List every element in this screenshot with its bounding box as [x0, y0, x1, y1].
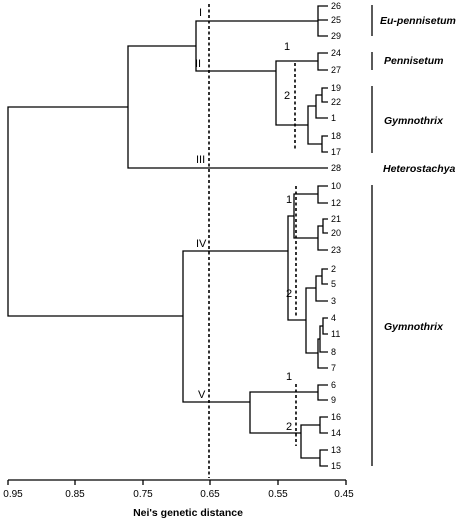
leaf-label: 12 [331, 198, 341, 208]
x-axis: 0.95 0.85 0.75 0.65 0.55 0.45 Nei's gene… [3, 479, 354, 519]
leaf-label: 28 [331, 163, 341, 173]
leaf-label: 11 [331, 329, 340, 339]
leaf-label: 9 [331, 395, 336, 405]
leaf-label: 21 [331, 214, 341, 224]
x-tick-label: 0.85 [65, 489, 85, 500]
leaf-label: 25 [331, 15, 341, 25]
cluster-label-V: V [198, 389, 206, 401]
subcluster-label-V-2: 2 [286, 421, 292, 433]
group-name-eu-pennisetum: Eu-pennisetum [380, 15, 456, 27]
leaf-label: 5 [331, 279, 336, 289]
group-name-gymnothrix-2: Gymnothrix [384, 321, 444, 333]
leaf-label: 29 [331, 31, 341, 41]
group-names: Eu-pennisetum Pennisetum Gymnothrix Hete… [380, 15, 456, 333]
cluster-labels: I II III IV V 1 2 1 2 1 2 [195, 7, 292, 433]
leaf-label: 18 [331, 131, 341, 141]
leaf-label: 7 [331, 363, 336, 373]
cluster-label-III: III [196, 154, 205, 166]
leaf-label: 15 [331, 461, 341, 471]
group-name-pennisetum: Pennisetum [384, 55, 444, 67]
leaf-label: 14 [331, 428, 341, 438]
leaf-label: 1 [331, 113, 336, 123]
x-tick-label: 0.45 [334, 489, 354, 500]
subcluster-label-II-1: 1 [284, 41, 290, 53]
subcluster-label-V-1: 1 [286, 371, 292, 383]
x-tick-label: 0.55 [268, 489, 288, 500]
subcluster-label-IV-2: 2 [286, 288, 292, 300]
leaf-label: 20 [331, 228, 341, 238]
leaf-label: 8 [331, 347, 336, 357]
leaf-label: 4 [331, 313, 336, 323]
cluster-label-I: I [199, 7, 202, 19]
cluster-label-IV: IV [196, 238, 207, 250]
leaf-label: 3 [331, 296, 336, 306]
x-tick-label: 0.95 [3, 489, 23, 500]
tree-branches [7, 5, 328, 467]
group-name-heterostachya: Heterostachya [383, 163, 456, 175]
leaf-label: 26 [331, 1, 341, 11]
leaf-label: 2 [331, 264, 336, 274]
cluster-label-II: II [195, 58, 201, 70]
leaf-label: 24 [331, 48, 341, 58]
x-tick-label: 0.65 [200, 489, 220, 500]
leaf-label: 13 [331, 445, 341, 455]
leaf-label: 10 [331, 181, 341, 191]
leaf-labels: 26 25 29 24 27 19 22 1 18 17 28 10 12 21… [331, 1, 341, 471]
cut-lines [208, 4, 297, 478]
x-axis-title: Nei's genetic distance [133, 507, 243, 519]
leaf-label: 16 [331, 412, 341, 422]
subcluster-label-IV-1: 1 [286, 194, 292, 206]
leaf-label: 6 [331, 380, 336, 390]
leaf-label: 19 [331, 83, 341, 93]
leaf-label: 17 [331, 147, 341, 157]
group-name-gymnothrix-1: Gymnothrix [384, 115, 444, 127]
leaf-label: 22 [331, 97, 341, 107]
leaf-label: 27 [331, 65, 341, 75]
leaf-label: 23 [331, 245, 341, 255]
x-tick-label: 0.75 [133, 489, 153, 500]
subcluster-label-II-2: 2 [284, 90, 290, 102]
